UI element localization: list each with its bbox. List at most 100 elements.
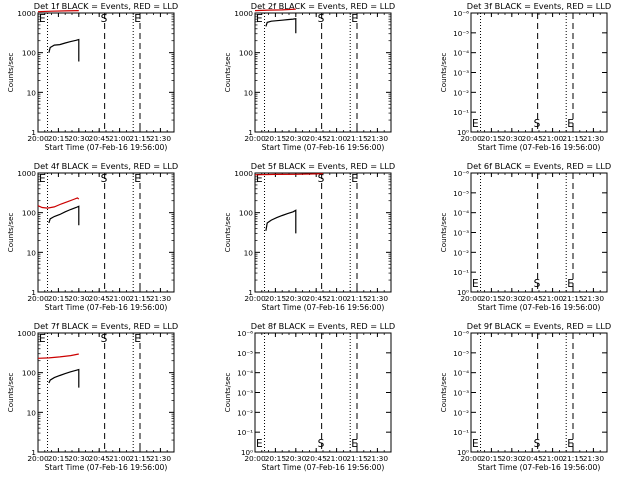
- x-tick-label: 21:15: [562, 454, 584, 463]
- chart-title: Det 4f BLACK = Events, RED = LLD: [34, 161, 178, 171]
- y-tick-label: 10⁻³: [237, 389, 253, 398]
- marker-letter-e: E: [472, 278, 479, 290]
- y-tick-label: 10⁻⁶: [453, 9, 469, 18]
- x-tick-label: 20:15: [265, 454, 287, 463]
- x-tick-label: 20:45: [522, 134, 544, 143]
- y-tick-label: 1000: [17, 9, 36, 18]
- x-tick-label: 21:00: [326, 134, 348, 143]
- marker-letter-s: S: [534, 118, 541, 130]
- plot-frame: [470, 12, 608, 133]
- marker-letter-e: E: [472, 438, 479, 450]
- x-tick-label: 20:00: [244, 454, 266, 463]
- marker-letter-e: E: [567, 278, 574, 290]
- y-tick-label: 10⁰: [457, 128, 469, 137]
- x-tick-label: 20:45: [89, 294, 111, 303]
- y-tick-label: 10⁻³: [453, 229, 469, 238]
- y-tick-label: 10⁻²: [237, 408, 253, 417]
- y-tick-label: 10: [27, 248, 37, 257]
- chart-title: Det 1f BLACK = Events, RED = LLD: [34, 1, 178, 11]
- marker-letter-e: E: [567, 438, 574, 450]
- x-tick-label: 20:45: [306, 294, 328, 303]
- series-line-red: [37, 353, 79, 359]
- x-tick-label: 20:00: [244, 134, 266, 143]
- x-axis-label: Start Time (07-Feb-16 19:56:00): [478, 463, 601, 472]
- chart-title: Det 7f BLACK = Events, RED = LLD: [34, 321, 178, 331]
- y-tick-label: 10: [27, 408, 37, 417]
- y-axis-label: Counts/sec: [223, 373, 232, 413]
- x-tick-label: 20:15: [48, 454, 70, 463]
- y-tick-label: 10⁻⁶: [237, 329, 253, 338]
- series-line-red: [37, 197, 80, 209]
- y-axis-label: Counts/sec: [439, 53, 448, 93]
- series-line-red: [37, 10, 79, 13]
- x-axis-label: Start Time (07-Feb-16 19:56:00): [262, 303, 385, 312]
- chart-title: Det 5f BLACK = Events, RED = LLD: [251, 161, 395, 171]
- series-line-red: [254, 173, 324, 176]
- y-tick-label: 10⁻¹: [453, 428, 469, 437]
- y-tick-label: 100: [22, 369, 36, 378]
- x-tick-label: 20:15: [481, 454, 503, 463]
- x-tick-label: 21:15: [129, 294, 151, 303]
- marker-letter-e: E: [256, 173, 263, 185]
- y-tick-label: 1000: [17, 329, 36, 338]
- y-axis-label: Counts/sec: [223, 213, 232, 253]
- y-tick-label: 10⁻²: [453, 408, 469, 417]
- plot-frame: [37, 12, 175, 133]
- x-tick-label: 21:15: [346, 134, 368, 143]
- series-line-black: [48, 205, 80, 226]
- x-tick-label: 20:30: [501, 294, 523, 303]
- x-tick-label: 21:00: [542, 294, 564, 303]
- x-tick-label: 21:00: [542, 454, 564, 463]
- x-tick-label: 21:30: [150, 454, 172, 463]
- y-tick-label: 1: [248, 128, 253, 137]
- x-tick-label: 21:30: [367, 454, 389, 463]
- x-tick-label: 21:30: [150, 294, 172, 303]
- y-axis-label: Counts/sec: [6, 213, 15, 253]
- x-tick-label: 20:30: [68, 454, 90, 463]
- plot-frame: [470, 332, 608, 453]
- x-axis-label: Start Time (07-Feb-16 19:56:00): [262, 143, 385, 152]
- x-tick-label: 21:30: [583, 294, 605, 303]
- marker-letter-e: E: [39, 173, 46, 185]
- x-tick-label: 20:30: [68, 294, 90, 303]
- x-tick-label: 20:00: [460, 454, 482, 463]
- x-tick-label: 20:45: [306, 454, 328, 463]
- marker-letter-s: S: [534, 438, 541, 450]
- plot-frame: [254, 12, 392, 133]
- y-tick-label: 10: [244, 248, 254, 257]
- x-tick-label: 20:30: [501, 454, 523, 463]
- x-axis-label: Start Time (07-Feb-16 19:56:00): [478, 303, 601, 312]
- y-tick-label: 1: [31, 448, 36, 457]
- x-tick-label: 20:00: [244, 294, 266, 303]
- x-tick-label: 20:15: [48, 294, 70, 303]
- y-tick-label: 10⁰: [457, 448, 469, 457]
- marker-letter-s: S: [318, 438, 325, 450]
- y-tick-label: 10⁻⁶: [453, 169, 469, 178]
- x-tick-label: 21:00: [109, 454, 131, 463]
- y-tick-label: 100: [239, 209, 253, 218]
- marker-letter-e: E: [472, 118, 479, 130]
- marker-letter-e: E: [134, 173, 141, 185]
- x-tick-label: 21:00: [109, 134, 131, 143]
- y-tick-label: 10⁻⁴: [453, 209, 469, 218]
- y-tick-label: 1000: [234, 9, 253, 18]
- x-tick-label: 21:00: [542, 134, 564, 143]
- x-tick-label: 20:00: [460, 134, 482, 143]
- series-line-black: [48, 368, 80, 388]
- y-tick-label: 1: [248, 288, 253, 297]
- y-tick-label: 10⁻²: [453, 248, 469, 257]
- y-axis-label: Counts/sec: [6, 373, 15, 413]
- x-tick-label: 20:45: [522, 454, 544, 463]
- series-line-red: [254, 8, 296, 12]
- y-tick-label: 10⁻⁶: [453, 329, 469, 338]
- x-tick-label: 21:00: [326, 294, 348, 303]
- x-tick-label: 20:30: [68, 134, 90, 143]
- marker-letter-e: E: [351, 173, 358, 185]
- marker-letter-e: E: [351, 438, 358, 450]
- x-tick-label: 21:15: [129, 134, 151, 143]
